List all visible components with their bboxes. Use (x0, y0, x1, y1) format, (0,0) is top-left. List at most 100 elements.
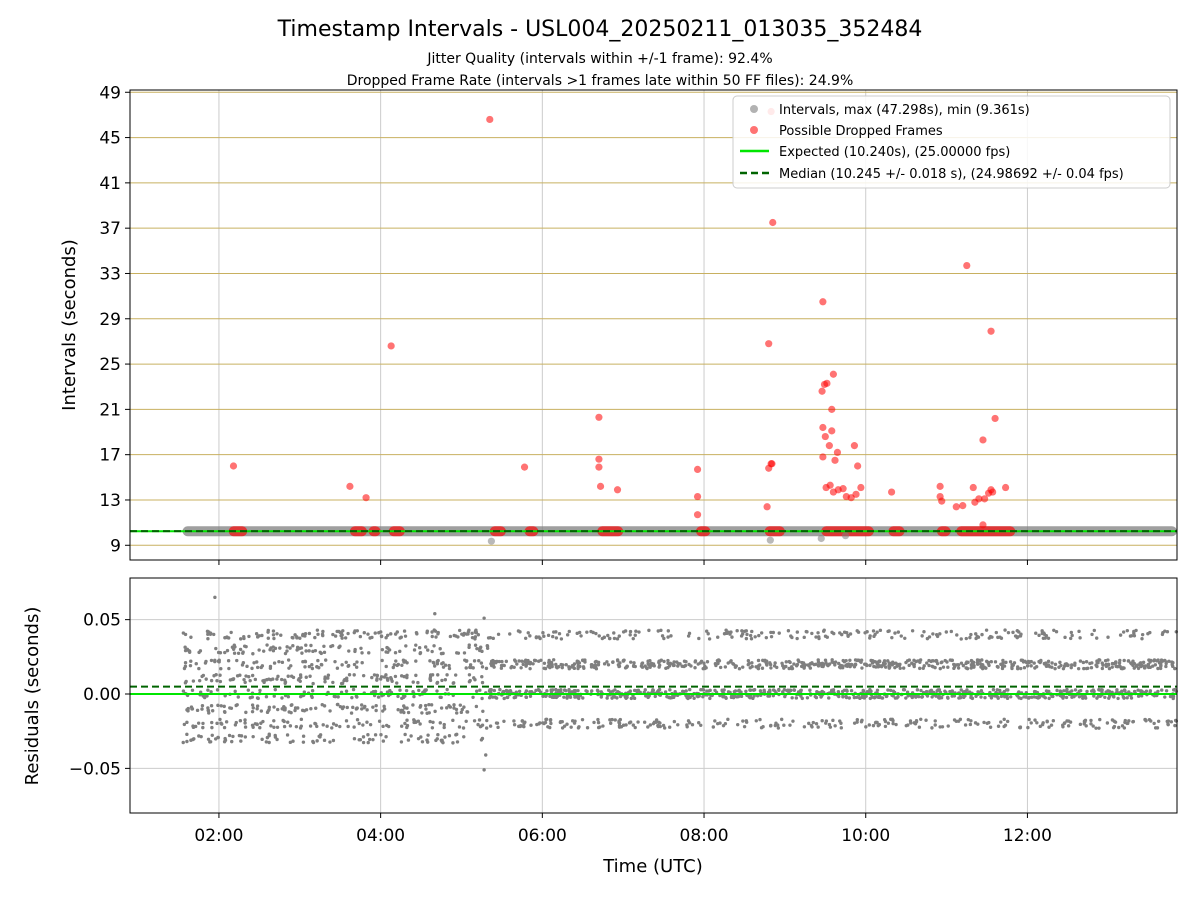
residual-point (339, 681, 344, 686)
residual-point (961, 663, 966, 668)
residual-point (197, 678, 202, 683)
residual-point (1089, 665, 1094, 670)
residual-point (692, 696, 696, 700)
xtick-label: 12:00 (1003, 826, 1052, 846)
residual-point (1113, 720, 1118, 724)
residual-point (216, 703, 220, 708)
residual-point (1066, 719, 1071, 723)
residual-point (448, 634, 453, 639)
residual-point (233, 645, 237, 649)
residual-point (1077, 695, 1082, 699)
residual-point (477, 718, 482, 722)
residual-point (1013, 634, 1018, 638)
residual-point (439, 706, 444, 710)
residual-point (340, 663, 344, 667)
residual-point (368, 722, 373, 727)
residual-point (222, 725, 227, 730)
residual-point (1105, 721, 1110, 725)
residual-point (1033, 690, 1038, 694)
residual-point (316, 632, 320, 637)
residual-point (1070, 633, 1074, 638)
residual-point (456, 651, 461, 655)
residual-point (240, 663, 245, 667)
residual-point (496, 725, 500, 730)
residual-point (1146, 663, 1150, 667)
residual-point (686, 634, 691, 638)
residual-point (653, 694, 657, 699)
residual-point (816, 664, 821, 668)
residual-point (516, 629, 521, 633)
residual-point (482, 616, 486, 620)
residual-point (432, 664, 437, 668)
residual-point (381, 739, 386, 743)
residual-point (964, 666, 968, 670)
residual-point (223, 650, 227, 655)
residual-point (1040, 722, 1045, 727)
residual-point (966, 717, 971, 722)
residual-point (976, 690, 980, 694)
residual-point (546, 725, 550, 729)
residual-point (921, 666, 925, 670)
dropped-point (823, 379, 831, 387)
residual-point (708, 696, 712, 701)
residual-point (979, 689, 984, 693)
residual-point (194, 662, 198, 666)
residual-point (250, 709, 255, 714)
residual-point (219, 704, 223, 708)
ytick-label: 17 (99, 446, 121, 466)
dropped-point (980, 495, 989, 503)
residual-point (475, 646, 479, 651)
residual-point (209, 690, 213, 694)
residual-point (210, 733, 214, 737)
residual-point (705, 660, 710, 664)
residual-point (189, 635, 193, 639)
residual-point (1131, 719, 1136, 724)
residual-point (488, 636, 493, 640)
residual-point (275, 677, 279, 681)
residual-point (441, 665, 446, 669)
residual-point (181, 740, 185, 745)
residual-point (747, 661, 751, 666)
residual-point (903, 636, 907, 640)
residual-point (762, 659, 766, 663)
residual-point (524, 661, 529, 665)
residual-point (430, 649, 434, 654)
residual-point (1027, 695, 1031, 700)
residual-point (855, 720, 859, 724)
residual-point (769, 634, 774, 639)
residual-point (333, 659, 337, 664)
dropped-point (857, 483, 865, 492)
residual-point (628, 633, 632, 637)
residual-point (381, 709, 385, 713)
residual-point (748, 688, 753, 692)
residual-point (605, 660, 609, 664)
residual-point (750, 661, 754, 665)
residual-point (855, 658, 859, 663)
residual-point (736, 722, 740, 727)
dropped-point (486, 115, 494, 124)
residual-point (499, 666, 504, 670)
residual-point (541, 721, 545, 725)
residual-point (362, 631, 366, 635)
residual-point (927, 663, 931, 668)
residual-point (552, 630, 556, 634)
residual-point (833, 660, 838, 664)
residual-point (1003, 628, 1007, 632)
residual-point (266, 636, 271, 640)
residual-point (741, 719, 745, 723)
residual-point (461, 726, 466, 730)
residual-point (431, 660, 435, 665)
dropped-point (975, 495, 983, 503)
residual-point (886, 629, 890, 634)
residual-point (504, 659, 509, 664)
residual-point (769, 630, 773, 635)
residual-point (428, 673, 433, 678)
residual-point (589, 629, 593, 634)
residual-point (748, 633, 753, 638)
residual-point (714, 663, 718, 668)
residual-point (1064, 662, 1069, 666)
residual-point (206, 688, 210, 692)
residual-point (933, 723, 937, 727)
residual-point (893, 665, 897, 670)
residual-point (310, 695, 314, 700)
